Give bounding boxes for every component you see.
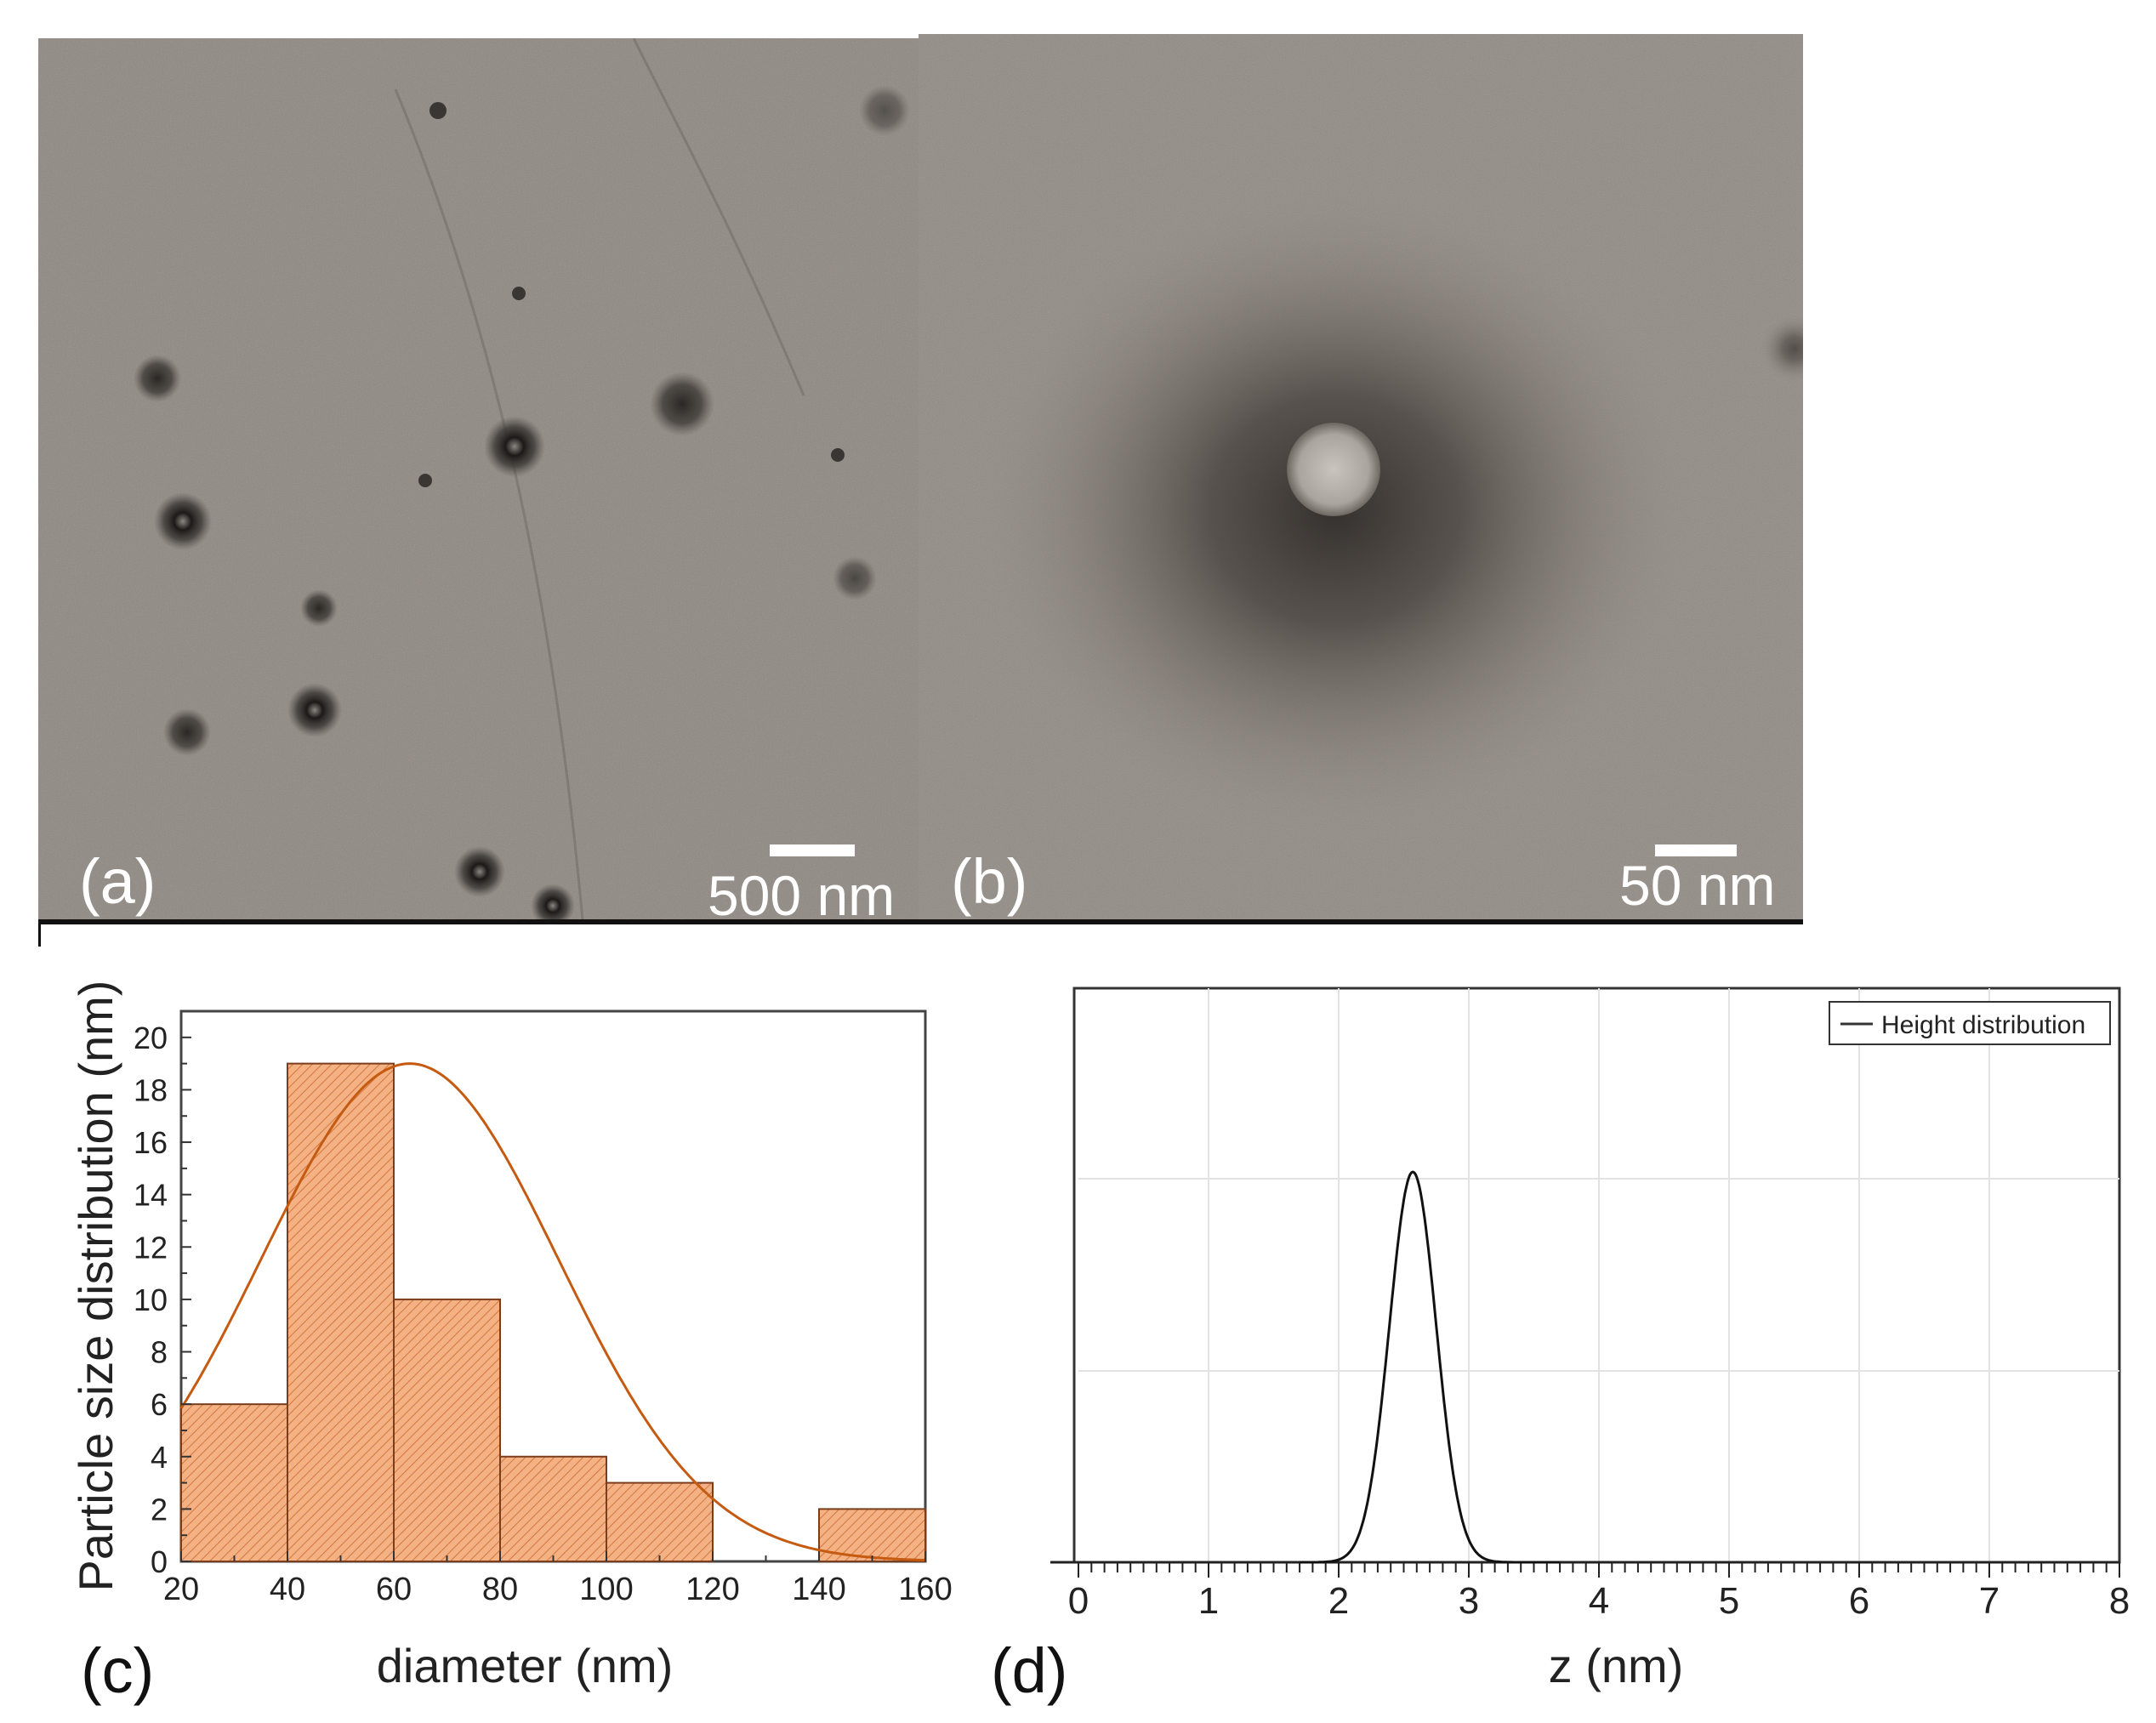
panel-label-b: (b) — [951, 846, 1028, 917]
plot-frame-d — [1072, 987, 2121, 1564]
x-tick-label: 60 — [376, 1572, 412, 1607]
scale-bar-b — [1655, 844, 1737, 856]
y-tick-label: 8 — [151, 1335, 168, 1370]
scale-text-b: 50 nm — [1619, 854, 1776, 917]
y-tick-label: 16 — [134, 1125, 168, 1160]
histogram-bar — [818, 1508, 926, 1563]
y-tick-label: 20 — [134, 1021, 168, 1055]
x-tick-label: 7 — [1979, 1580, 2000, 1622]
x-axis-label-c: diameter (nm) — [377, 1639, 674, 1692]
x-tick-label: 40 — [270, 1572, 305, 1607]
height-distribution-line — [1300, 1170, 1561, 1564]
plot-frame-c — [179, 1009, 927, 1563]
x-tick-label: 80 — [482, 1572, 518, 1607]
x-tick-label: 0 — [1068, 1580, 1089, 1622]
x-tick-label: 6 — [1849, 1580, 1869, 1622]
y-tick-label: 6 — [151, 1387, 168, 1422]
histogram-bar — [606, 1481, 714, 1562]
tem-micrograph-a — [38, 38, 919, 920]
panel-label-d: (d) — [991, 1635, 1068, 1706]
histogram-bar — [180, 1403, 288, 1562]
panel-label-a: (a) — [79, 846, 156, 917]
histogram-bar — [393, 1298, 501, 1563]
x-tick-label: 20 — [163, 1572, 199, 1607]
tem-image-b: (b) 50 nm — [919, 34, 1803, 920]
scale-bar-a — [770, 844, 855, 856]
x-axis-label-d: z (nm) — [1549, 1639, 1684, 1692]
fit-curve-c — [179, 1062, 925, 1561]
tem-micrograph-b — [919, 34, 1803, 920]
particle-core-b — [1287, 423, 1380, 516]
panel-label-c: (c) — [81, 1635, 155, 1706]
x-tick-label: 3 — [1459, 1580, 1479, 1622]
legend-d: Height distribution — [1829, 1001, 2111, 1045]
x-tick-label: 1 — [1198, 1580, 1219, 1622]
y-tick-label: 14 — [134, 1178, 168, 1213]
y-tick-label: 2 — [151, 1492, 168, 1527]
histogram-bar — [287, 1062, 395, 1562]
image-divider-tick — [38, 919, 41, 947]
x-tick-label: 8 — [2109, 1580, 2130, 1622]
x-tick-label: 4 — [1589, 1580, 1609, 1622]
y-tick-label: 4 — [151, 1440, 168, 1475]
x-tick-label: 5 — [1719, 1580, 1739, 1622]
y-tick-label: 0 — [151, 1544, 168, 1579]
x-tick-label: 120 — [685, 1572, 739, 1607]
legend-entry-height-distribution: Height distribution — [1881, 1011, 2085, 1039]
tem-image-a: (a) 500 nm — [38, 38, 919, 920]
y-tick-label: 10 — [134, 1282, 168, 1317]
x-tick-label: 140 — [792, 1572, 845, 1607]
x-tick-label: 160 — [898, 1572, 952, 1607]
histogram-bar — [499, 1455, 607, 1563]
x-tick-label: 100 — [579, 1572, 633, 1607]
y-tick-label: 18 — [134, 1072, 168, 1107]
x-tick-label: 2 — [1328, 1580, 1349, 1622]
y-axis-label-c: Particle size distribution (nm) — [69, 981, 122, 1592]
y-tick-label: 12 — [134, 1230, 168, 1265]
image-divider-line — [38, 919, 1803, 924]
scale-text-a: 500 nm — [708, 864, 896, 920]
particles-a — [134, 85, 910, 920]
